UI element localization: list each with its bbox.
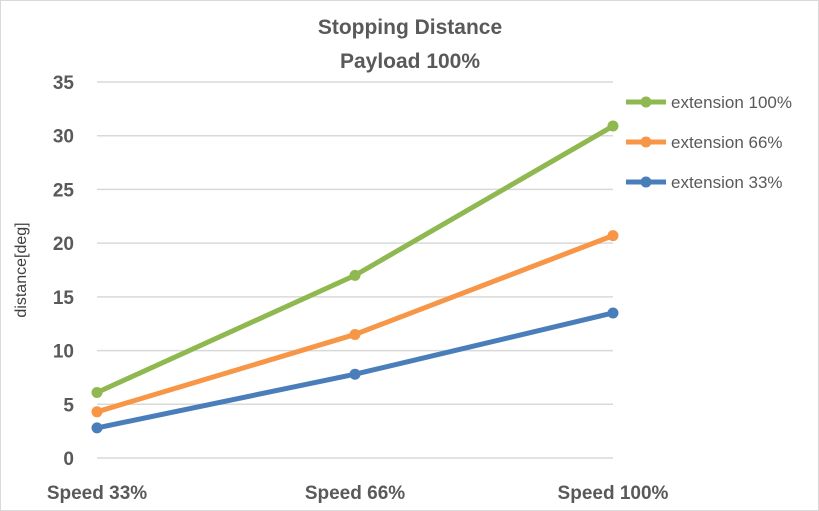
series-line — [96, 233, 614, 415]
data-point — [349, 368, 361, 380]
y-tick-label: 10 — [53, 342, 74, 363]
x-tick-label: Speed 100% — [558, 483, 669, 504]
data-point — [91, 406, 103, 418]
y-tick-label: 20 — [53, 234, 74, 255]
legend-label: extension 33% — [671, 173, 783, 192]
x-tick-label: Speed 66% — [305, 483, 405, 504]
legend-label: extension 66% — [671, 133, 783, 152]
y-tick-label: 35 — [53, 73, 75, 94]
y-tick-label: 0 — [63, 449, 74, 470]
chart-title-line1: Stopping Distance — [318, 16, 502, 39]
data-point — [91, 386, 103, 398]
data-point — [349, 328, 361, 340]
legend-marker — [640, 96, 652, 108]
y-tick-label: 25 — [53, 180, 75, 201]
chart-title-line2: Payload 100% — [340, 50, 480, 73]
y-tick-label: 5 — [63, 395, 74, 416]
y-axis-label: distance[deg] — [13, 222, 30, 317]
legend-marker — [640, 136, 652, 148]
data-point — [607, 120, 619, 132]
data-point — [349, 269, 361, 281]
series-line — [95, 123, 615, 395]
y-tick-label: 30 — [53, 127, 74, 148]
x-tick-label: Speed 33% — [47, 483, 147, 504]
data-point — [607, 230, 619, 242]
legend-label: extension 100% — [671, 93, 792, 112]
data-point — [91, 422, 103, 434]
data-point — [607, 307, 619, 319]
y-tick-label: 15 — [53, 288, 75, 309]
legend-marker — [640, 176, 652, 188]
